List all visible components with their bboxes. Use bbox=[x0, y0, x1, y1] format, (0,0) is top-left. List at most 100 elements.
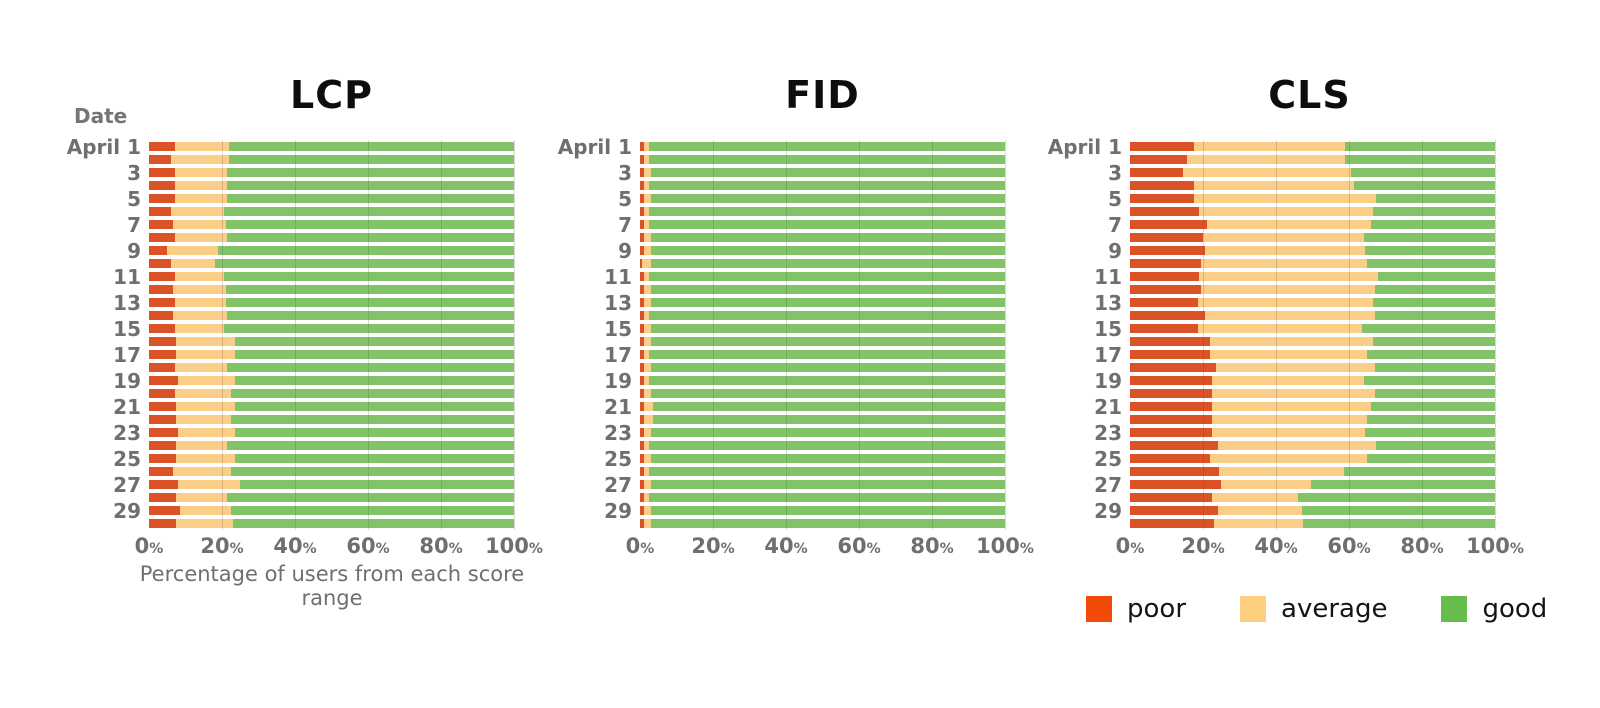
bar-segment-poor bbox=[1130, 389, 1213, 398]
bar-segment-poor bbox=[1130, 220, 1207, 229]
bar-segment-good bbox=[218, 246, 514, 255]
bar-segment-good bbox=[650, 519, 1005, 528]
bar-segment-poor bbox=[640, 415, 644, 424]
bar-segment-average bbox=[167, 246, 219, 255]
bar-segment-good bbox=[234, 337, 514, 346]
bar-segment-good bbox=[227, 168, 514, 177]
bar-segment-average bbox=[643, 402, 653, 411]
bar-segment-average bbox=[643, 142, 650, 151]
y-tick-label: 9 bbox=[1108, 238, 1122, 263]
gridline bbox=[295, 140, 296, 530]
bar-segment-poor bbox=[1130, 402, 1213, 411]
bar-segment-average bbox=[176, 519, 233, 528]
y-tick-label: April 1 bbox=[557, 134, 632, 159]
bar-segment-poor bbox=[149, 259, 171, 268]
bar-segment-poor bbox=[149, 324, 175, 333]
bar-segment-good bbox=[1372, 207, 1495, 216]
gridline bbox=[222, 140, 223, 530]
y-axis-labels-lcp: April 1 3 5 7 9 11 13 15 17 19 21 23 25 27 29 bbox=[49, 135, 141, 530]
bar-row bbox=[640, 231, 1005, 244]
legend: poor average good bbox=[1086, 592, 1547, 626]
bar-segment-poor bbox=[149, 506, 181, 515]
bar-segment-average bbox=[1212, 376, 1364, 385]
bar-segment-good bbox=[240, 480, 514, 489]
bar-segment-poor bbox=[640, 441, 644, 450]
bar-row bbox=[1130, 426, 1495, 439]
bar-row bbox=[640, 309, 1005, 322]
bar-segment-poor bbox=[1130, 324, 1198, 333]
bar-row bbox=[640, 400, 1005, 413]
legend-label-poor: poor bbox=[1127, 594, 1187, 624]
bar-segment-good bbox=[649, 350, 1005, 359]
bar-segment-average bbox=[178, 480, 241, 489]
y-tick-label: 5 bbox=[618, 186, 632, 211]
y-tick-label: 15 bbox=[113, 316, 141, 341]
bar-segment-average bbox=[643, 493, 650, 502]
bar-segment-poor bbox=[640, 220, 644, 229]
bar-segment-good bbox=[650, 285, 1005, 294]
bar-segment-poor bbox=[1130, 194, 1194, 203]
y-tick-label: 3 bbox=[1108, 160, 1122, 185]
bar-segment-poor bbox=[1130, 415, 1213, 424]
bar-segment-poor bbox=[640, 454, 644, 463]
bar-segment-good bbox=[227, 233, 514, 242]
legend-swatch-average-icon bbox=[1240, 596, 1267, 622]
bar-row bbox=[1130, 270, 1495, 283]
bar-segment-good bbox=[231, 506, 514, 515]
y-tick-label: 27 bbox=[113, 472, 141, 497]
bar-segment-average bbox=[643, 506, 651, 515]
y-tick-label: April 1 bbox=[1047, 134, 1122, 159]
x-axis-title: Percentage of users from each score rang… bbox=[139, 562, 525, 610]
bar-segment-good bbox=[231, 415, 514, 424]
bar-segment-poor bbox=[640, 311, 644, 320]
bar-row bbox=[149, 439, 514, 452]
bar-row bbox=[640, 387, 1005, 400]
bar-segment-average bbox=[1213, 519, 1304, 528]
bar-segment-poor bbox=[1130, 246, 1205, 255]
bar-segment-average bbox=[176, 350, 235, 359]
bar-segment-poor bbox=[1130, 376, 1213, 385]
bar-row bbox=[640, 361, 1005, 374]
bar-row bbox=[640, 205, 1005, 218]
bar-row bbox=[1130, 413, 1495, 426]
bar-row bbox=[640, 283, 1005, 296]
legend-swatch-poor-icon bbox=[1086, 596, 1112, 622]
y-tick-label: 17 bbox=[1094, 342, 1122, 367]
y-tick-label: 23 bbox=[604, 420, 632, 445]
gridline bbox=[1203, 140, 1204, 530]
bar-segment-average bbox=[643, 415, 653, 424]
bar-row bbox=[1130, 452, 1495, 465]
bar-segment-poor bbox=[640, 363, 644, 372]
bar-row bbox=[149, 179, 514, 192]
bar-segment-poor bbox=[149, 428, 179, 437]
bar-segment-poor bbox=[149, 337, 177, 346]
bar-segment-average bbox=[176, 441, 228, 450]
bar-segment-average bbox=[1217, 506, 1302, 515]
bar-segment-average bbox=[1193, 142, 1346, 151]
bar-segment-poor bbox=[1130, 181, 1194, 190]
bar-row bbox=[149, 231, 514, 244]
gridline bbox=[368, 140, 369, 530]
bar-segment-poor bbox=[149, 142, 175, 151]
bar-segment-good bbox=[652, 402, 1005, 411]
bar-segment-good bbox=[649, 272, 1005, 281]
x-tick-label: 40% bbox=[273, 534, 317, 558]
bar-segment-good bbox=[227, 441, 514, 450]
bar-segment-poor bbox=[149, 168, 175, 177]
y-tick-label: 13 bbox=[1094, 290, 1122, 315]
y-tick-label: 27 bbox=[604, 472, 632, 497]
x-tick-label: 0% bbox=[625, 534, 655, 558]
x-tick-label: 20% bbox=[200, 534, 244, 558]
x-tick-label: 0% bbox=[134, 534, 164, 558]
bar-segment-good bbox=[1345, 155, 1495, 164]
bar-row bbox=[640, 322, 1005, 335]
bar-segment-poor bbox=[149, 480, 179, 489]
legend-item-good: good bbox=[1441, 594, 1547, 624]
bar-segment-average bbox=[643, 441, 650, 450]
bar-row bbox=[640, 179, 1005, 192]
bar-segment-poor bbox=[640, 389, 644, 398]
x-tick-label: 0% bbox=[1115, 534, 1145, 558]
bar-segment-poor bbox=[640, 142, 644, 151]
bar-segment-average bbox=[174, 181, 228, 190]
bar-row bbox=[149, 205, 514, 218]
